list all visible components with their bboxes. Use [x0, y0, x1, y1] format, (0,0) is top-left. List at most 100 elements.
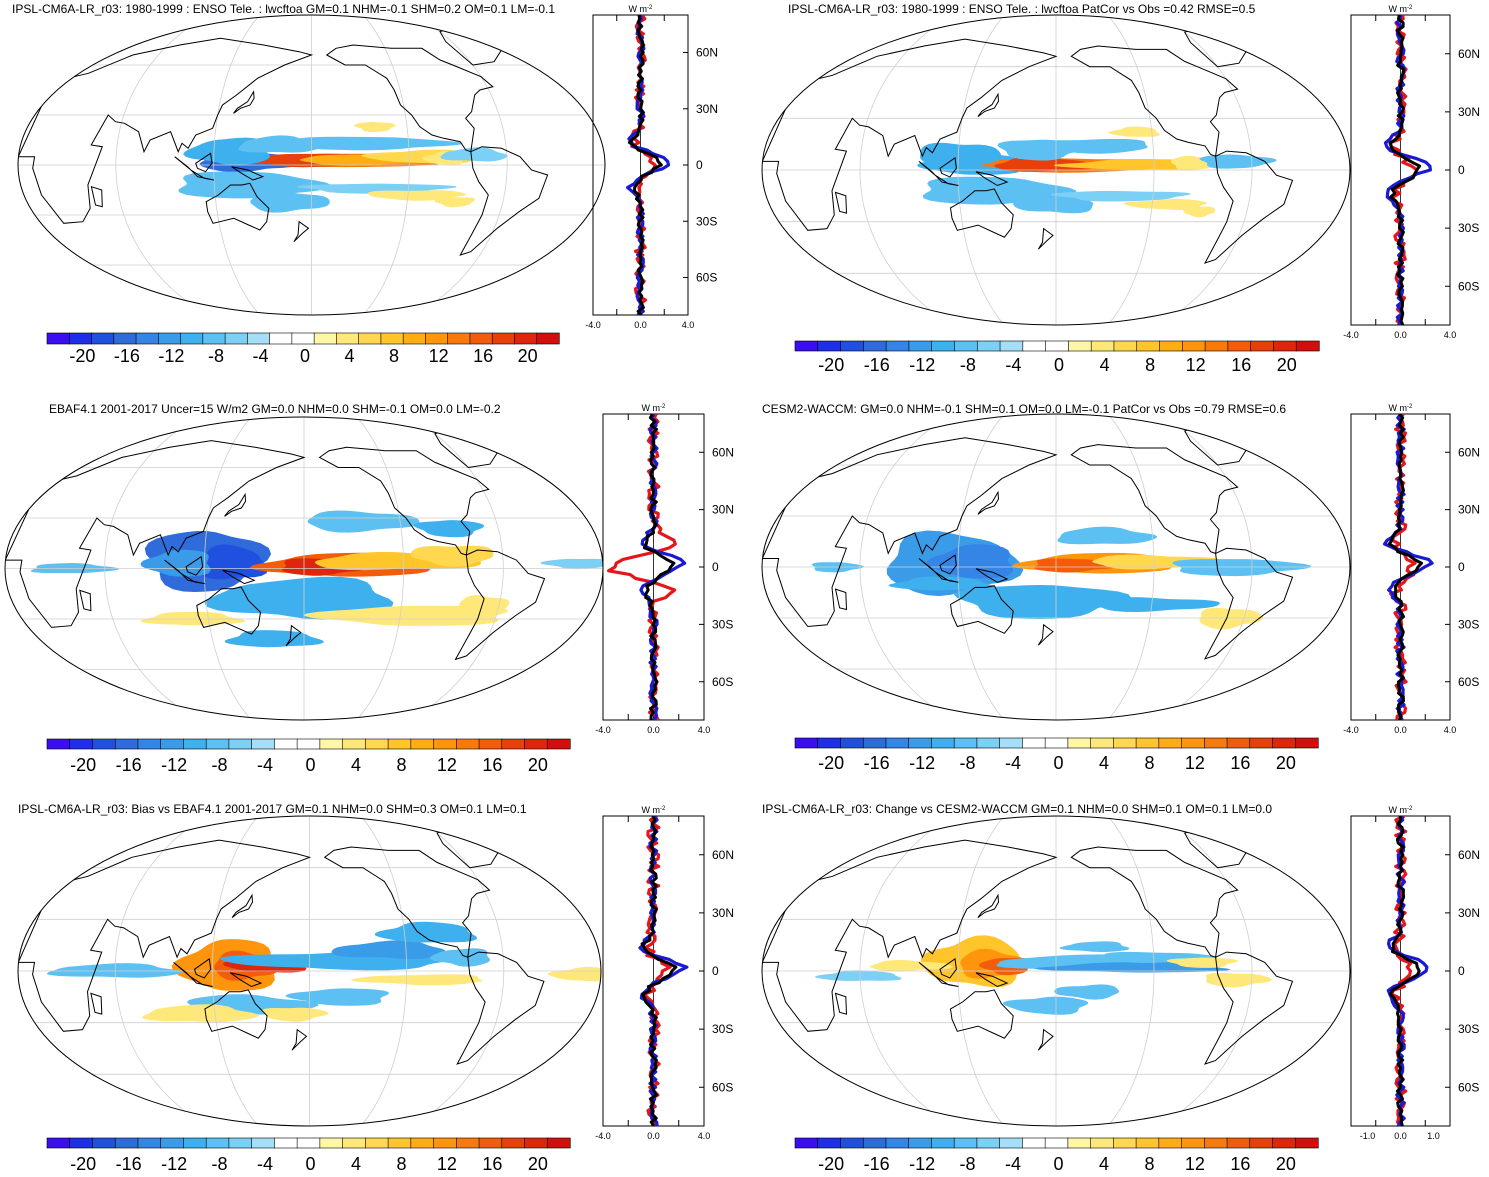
colorbar-swatch — [863, 340, 887, 352]
colorbar-swatch — [296, 1137, 321, 1149]
anomaly-contour — [1050, 190, 1192, 202]
colorbar-swatch — [1090, 737, 1114, 749]
colorbar-swatch — [1295, 340, 1320, 352]
colorbar-swatch — [478, 1137, 503, 1149]
coastline — [939, 958, 957, 979]
zonal-units: W m-2 — [1389, 403, 1413, 413]
colorbar-swatch — [931, 737, 955, 749]
colorbar-label: 0 — [1053, 1154, 1063, 1172]
coastline — [5, 440, 306, 628]
colorbar-swatch — [469, 332, 493, 345]
coastline — [18, 37, 314, 224]
colorbar-swatch — [1249, 737, 1274, 749]
colorbar-swatch — [455, 1137, 480, 1149]
lat-tick-label: 0 — [696, 158, 703, 172]
anomaly-contour — [1002, 996, 1089, 1015]
longitude-line — [1107, 414, 1155, 720]
colorbar-swatch — [817, 1137, 842, 1149]
lat-tick-label: 0 — [1458, 163, 1465, 177]
coastline — [1070, 846, 1239, 958]
lat-tick-label: 30N — [696, 102, 718, 116]
colorbar-swatch — [794, 737, 819, 749]
anomaly-contour — [1108, 126, 1160, 137]
colorbar-swatch — [68, 332, 93, 345]
colorbar-swatch — [1067, 737, 1092, 749]
coastline — [762, 437, 1058, 628]
lat-tick-label: 60S — [1458, 1080, 1479, 1094]
colorbar-swatch — [885, 340, 910, 352]
zonal-x-tick-label: 4.0 — [1444, 330, 1457, 340]
anomaly-contour — [250, 190, 330, 213]
colorbar-swatch — [1181, 1137, 1205, 1149]
anomaly-contour — [303, 605, 509, 626]
zonal-units: W m-2 — [642, 403, 666, 413]
zonal-mean-plot: W m-2 -4.0 0.0 4.0 60N 30N 0 30S 60S — [585, 4, 718, 330]
coastline — [204, 989, 268, 1039]
colorbar-swatch — [46, 1137, 71, 1149]
colorbar-swatch — [862, 737, 887, 749]
colorbar-swatch — [183, 1137, 207, 1149]
colorbar-label: 20 — [528, 755, 548, 775]
colorbar-label: 20 — [518, 346, 538, 366]
anomaly-contour — [178, 171, 332, 199]
coastline — [918, 558, 959, 583]
colorbar-swatch — [1272, 737, 1296, 749]
colorbar-swatch — [247, 332, 271, 345]
longitude-line — [859, 15, 953, 325]
colorbar-swatch — [1044, 737, 1069, 749]
coastline — [164, 559, 205, 585]
colorbar-swatch — [228, 738, 253, 750]
coastline — [229, 972, 263, 988]
anomaly-contour — [351, 974, 483, 986]
anomaly-contour — [1057, 526, 1158, 545]
colorbar-swatch — [1226, 737, 1251, 749]
anomaly-contour — [204, 576, 394, 620]
colorbar-label: -16 — [864, 355, 890, 375]
zonal-mean-plot: W m-2 -4.0 0.0 4.0 60N 30N 0 30S 60S — [595, 403, 734, 735]
zonal-units: W m-2 — [1389, 4, 1413, 14]
colorbar-swatch — [1090, 340, 1115, 352]
colorbar-swatch — [251, 738, 275, 750]
anomaly-contour — [261, 1007, 329, 1022]
colorbar-swatch — [954, 340, 978, 352]
zonal-series — [1386, 816, 1429, 1126]
colorbar-swatch — [514, 332, 538, 345]
anomaly-contour — [440, 147, 508, 162]
colorbar-swatch — [1204, 1137, 1228, 1149]
colorbar-swatch — [183, 738, 207, 750]
colorbar-swatch — [202, 332, 226, 345]
colorbar-swatch — [342, 1137, 366, 1149]
coastline — [1037, 623, 1054, 646]
anomaly-contour — [430, 948, 491, 967]
lat-tick-label: 30S — [1458, 221, 1479, 235]
lat-tick-label: 30N — [712, 503, 734, 517]
colorbar-swatch — [410, 1137, 435, 1149]
longitude-line — [104, 417, 199, 720]
zonal-series — [1383, 15, 1432, 325]
colorbar-label: -12 — [161, 755, 187, 775]
colorbar-swatch — [1273, 340, 1297, 352]
colorbar-swatch — [205, 1137, 230, 1149]
coastline — [18, 839, 312, 1032]
anomaly-contour — [1013, 194, 1094, 214]
zonal-x-tick-label: -1.0 — [1360, 1131, 1376, 1141]
zonal-mean-plot: W m-2 -4.0 0.0 4.0 60N 30N 0 30S 60S — [1343, 4, 1480, 340]
colorbar-label: 12 — [1185, 1154, 1205, 1172]
anomaly-contour — [540, 558, 603, 570]
coastline — [196, 586, 262, 635]
colorbar-swatch — [91, 332, 115, 345]
coastline — [318, 446, 490, 556]
colorbar-swatch — [931, 340, 956, 352]
colorbar-swatch — [358, 332, 382, 345]
zonal-x-tick-label: 0.0 — [647, 1131, 660, 1141]
colorbar-swatch — [313, 332, 337, 345]
colorbar-label: -8 — [959, 1154, 975, 1172]
colorbar-swatch — [1022, 737, 1046, 749]
coastline — [949, 188, 1014, 238]
coastline — [1037, 227, 1054, 250]
colorbar-label: -20 — [70, 1154, 96, 1172]
coastline — [454, 549, 546, 661]
zonal-mean-line — [627, 15, 663, 315]
anomaly-contour — [140, 549, 211, 577]
